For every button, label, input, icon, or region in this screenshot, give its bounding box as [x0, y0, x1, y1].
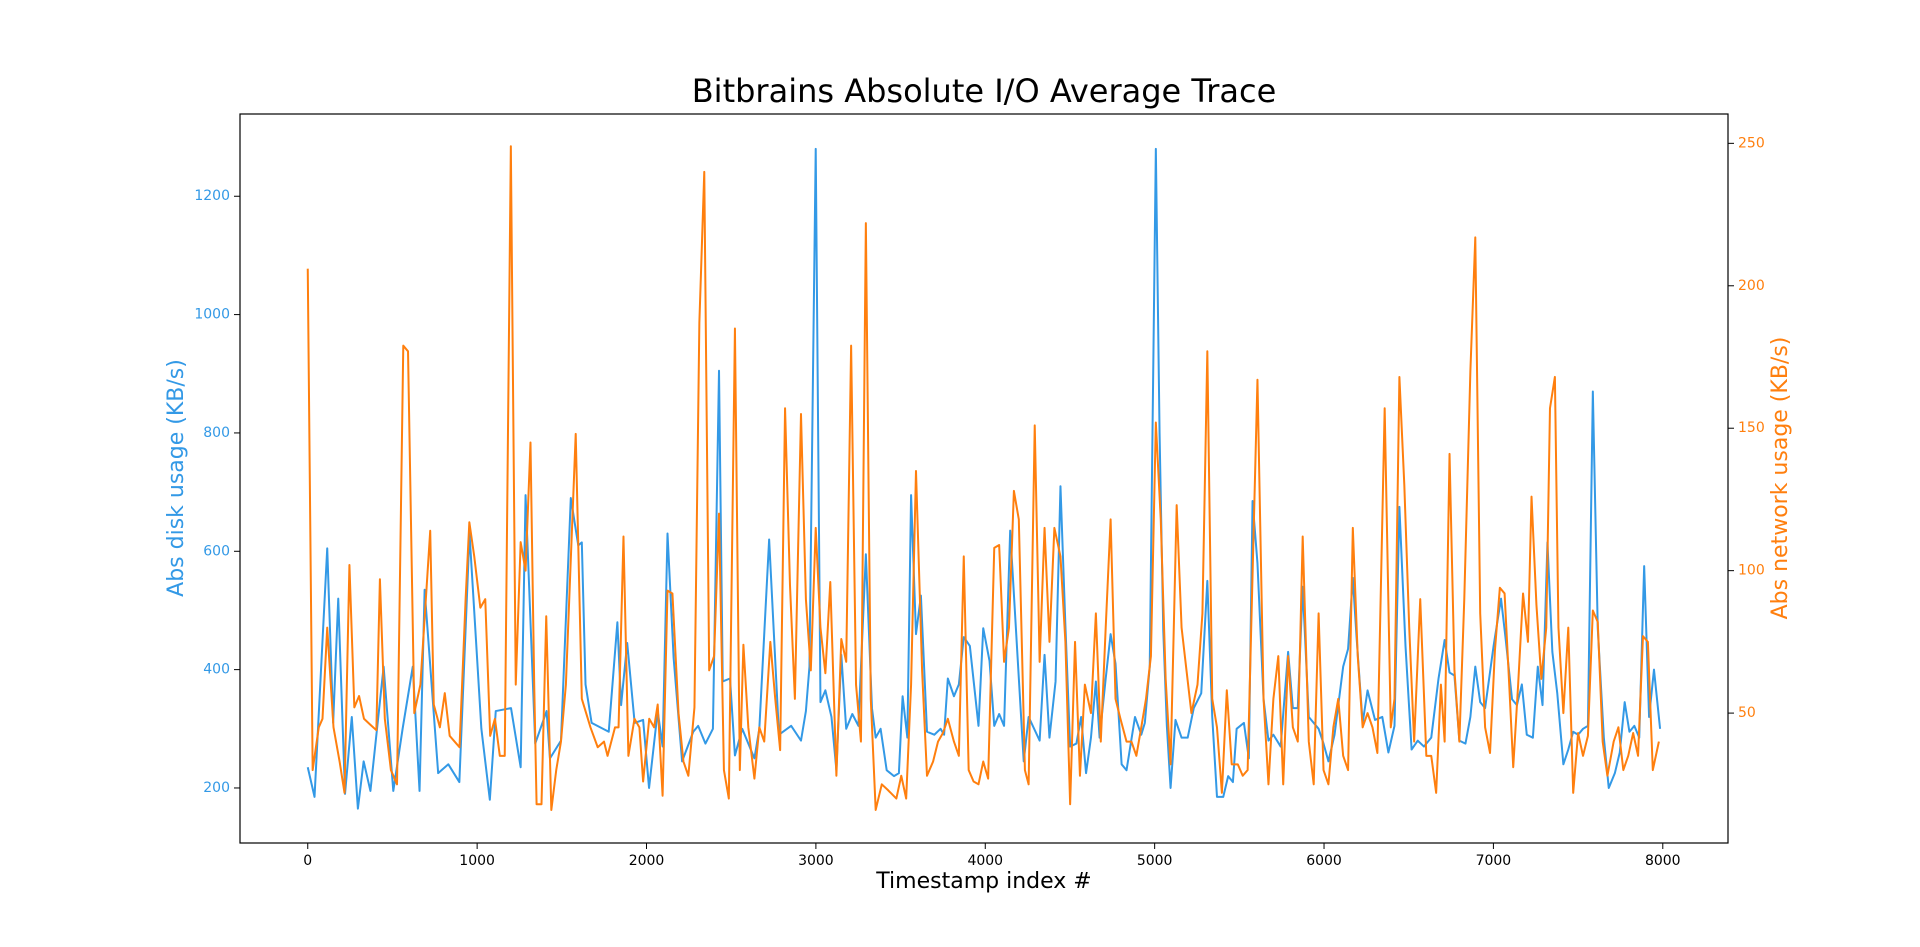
y-tick-label: 400	[203, 662, 230, 678]
x-tick-label: 6000	[1306, 853, 1342, 869]
y-tick-label: 1200	[194, 188, 230, 204]
y2-tick-label: 200	[1738, 278, 1765, 294]
x-tick-label: 2000	[629, 853, 665, 869]
y-tick-label: 200	[203, 780, 230, 796]
chart-title: Bitbrains Absolute I/O Average Trace	[692, 72, 1277, 110]
y-tick-label: 600	[203, 543, 230, 559]
y2-tick-label: 250	[1738, 135, 1765, 151]
x-tick-label: 4000	[967, 853, 1003, 869]
x-tick-label: 8000	[1645, 853, 1681, 869]
plot-lines	[306, 145, 1662, 811]
y2-axis-label: Abs network usage (KB/s)	[1768, 337, 1793, 620]
y-tick-label: 1000	[194, 307, 230, 323]
x-tick-label: 7000	[1476, 853, 1512, 869]
y2-tick-label: 50	[1738, 705, 1756, 721]
y-tick-label: 800	[203, 425, 230, 441]
x-tick-label: 0	[303, 853, 312, 869]
plot-frame	[239, 113, 1729, 844]
x-tick-label: 1000	[459, 853, 495, 869]
x-tick-label: 5000	[1137, 853, 1173, 869]
data-line	[306, 145, 1660, 811]
x-tick-label: 3000	[798, 853, 834, 869]
x-axis-label: Timestamp index #	[875, 869, 1091, 894]
y2-tick-label: 100	[1738, 563, 1765, 579]
y2-tick-label: 150	[1738, 420, 1765, 436]
y-axis-label: Abs disk usage (KB/s)	[164, 359, 189, 597]
